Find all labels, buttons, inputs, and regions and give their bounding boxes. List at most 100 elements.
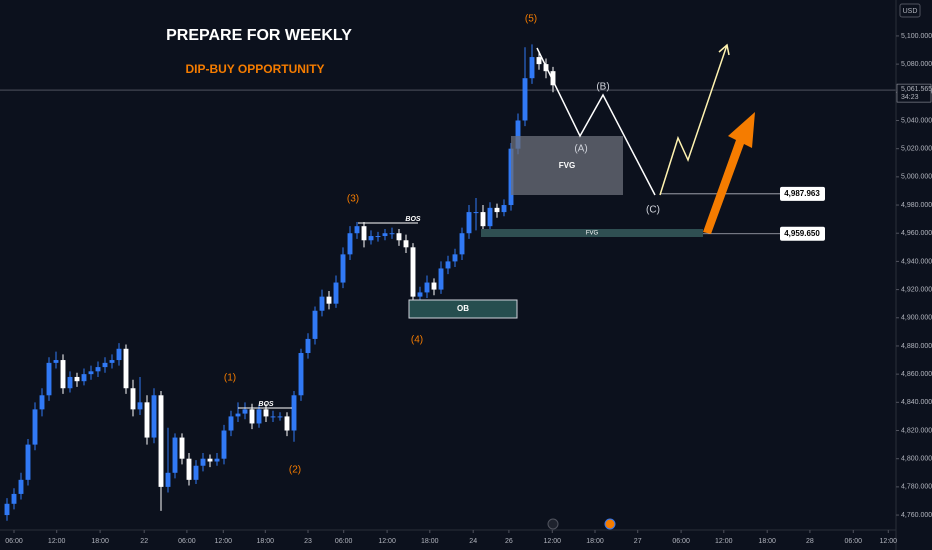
candle-body: [501, 205, 507, 213]
candle-body: [298, 353, 304, 396]
candle-body: [18, 479, 24, 494]
y-tick-label: 4,900.000: [901, 315, 932, 322]
wave-label: (B): [596, 82, 609, 93]
candle-body: [242, 409, 248, 414]
x-tick-label: 12:00: [544, 538, 562, 545]
candle-body: [130, 388, 136, 410]
candle-body: [116, 348, 122, 361]
projection-path: [536, 47, 656, 196]
candle-body: [123, 348, 129, 389]
candle-body: [200, 458, 206, 466]
y-tick-label: 4,980.000: [901, 202, 932, 209]
candle-body: [214, 458, 220, 462]
candle-body: [354, 226, 360, 234]
x-tick-label: 06:00: [672, 538, 690, 545]
x-tick-label: 27: [634, 538, 642, 545]
candle-body: [221, 430, 227, 459]
candle-body: [179, 437, 185, 459]
x-tick-label: 06:00: [845, 538, 863, 545]
ob-zone: [408, 299, 518, 319]
fvg-zone: [511, 136, 623, 195]
y-tick-label: 4,880.000: [901, 343, 932, 350]
candle-body: [172, 437, 178, 473]
candle-body: [522, 78, 528, 121]
bos-label: BOS: [258, 401, 274, 408]
candle-body: [529, 57, 535, 79]
x-tick-label: 06:00: [335, 538, 353, 545]
candle-body: [389, 233, 395, 235]
candle-body: [445, 261, 451, 269]
wave-label: (5): [525, 14, 537, 25]
candle-body: [340, 254, 346, 283]
candle-body: [550, 71, 556, 86]
candle-body: [39, 395, 45, 410]
candle-body: [151, 395, 157, 438]
x-tick-label: 06:00: [178, 538, 196, 545]
level-label: 4,959.650: [784, 229, 820, 238]
candle-body: [319, 296, 325, 311]
wave-label: (A): [574, 144, 587, 155]
y-tick-label: 4,940.000: [901, 258, 932, 265]
candle-body: [333, 282, 339, 304]
candle-body: [102, 362, 108, 368]
level-box: [780, 226, 825, 241]
candle-body: [347, 233, 353, 255]
candle-body: [263, 409, 269, 417]
fvg-strip: [481, 229, 703, 237]
candle-body: [410, 247, 416, 297]
fvg-label: FVG: [586, 231, 599, 237]
x-tick-label: 12:00: [880, 538, 898, 545]
candle-body: [11, 493, 17, 504]
level-box: [780, 186, 825, 201]
candle-body: [536, 57, 542, 65]
x-tick-label: 12:00: [715, 538, 733, 545]
candle-body: [312, 310, 318, 339]
y-tick-label: 4,780.000: [901, 484, 932, 491]
levels: 4,987.963 4,959.650: [0, 89, 896, 241]
y-tick-label: 4,760.000: [901, 512, 932, 519]
candle-body: [95, 367, 101, 372]
last-price-box: [896, 83, 932, 103]
candle-body: [466, 212, 472, 234]
ob-label: OB: [457, 304, 469, 313]
candle-body: [515, 120, 521, 149]
candle-body: [305, 338, 311, 354]
chart-title: PREPARE FOR WEEKLY: [166, 27, 352, 44]
x-tick-label: 26: [505, 538, 513, 545]
x-tick-label: 18:00: [421, 538, 439, 545]
candle-body: [452, 254, 458, 262]
candle-body: [60, 360, 66, 389]
candle-body: [431, 282, 437, 290]
candle-body: [459, 233, 465, 255]
chart-subtitle: DIP-BUY OPPORTUNITY: [185, 62, 324, 76]
candle-body: [4, 503, 10, 516]
projection-path: [659, 44, 728, 196]
currency: USD: [903, 8, 918, 15]
x-tick-label: 18:00: [257, 538, 275, 545]
candle-body: [46, 362, 52, 396]
x-tick-label: 12:00: [215, 538, 233, 545]
candle-body: [494, 207, 500, 213]
candle-body: [375, 236, 381, 238]
y-tick-label: 5,080.000: [901, 61, 932, 68]
last-price-label: 5,061.565: [901, 86, 932, 93]
fvg-label: FVG: [559, 161, 575, 170]
x-tick-label: 28: [806, 538, 814, 545]
candle-body: [473, 212, 479, 214]
y-tick-label: 5,020.000: [901, 146, 932, 153]
wave-label: (2): [289, 465, 301, 476]
y-tick-label: 5,040.000: [901, 117, 932, 124]
orange-arrow: [703, 112, 755, 234]
candle-body: [270, 416, 276, 418]
candle-body: [88, 371, 94, 375]
candle-body: [256, 409, 262, 424]
candle-body: [137, 402, 143, 410]
candle-body: [207, 458, 213, 462]
currency-box: [899, 3, 921, 18]
candle-body: [144, 402, 150, 438]
x-tick-label: 12:00: [48, 538, 66, 545]
y-tick-label: 4,800.000: [901, 456, 932, 463]
axes: 4,760.000 4,780.000 4,800.000 4,820.000 4,84…: [5, 33, 932, 545]
x-tick-label: 23: [304, 538, 312, 545]
